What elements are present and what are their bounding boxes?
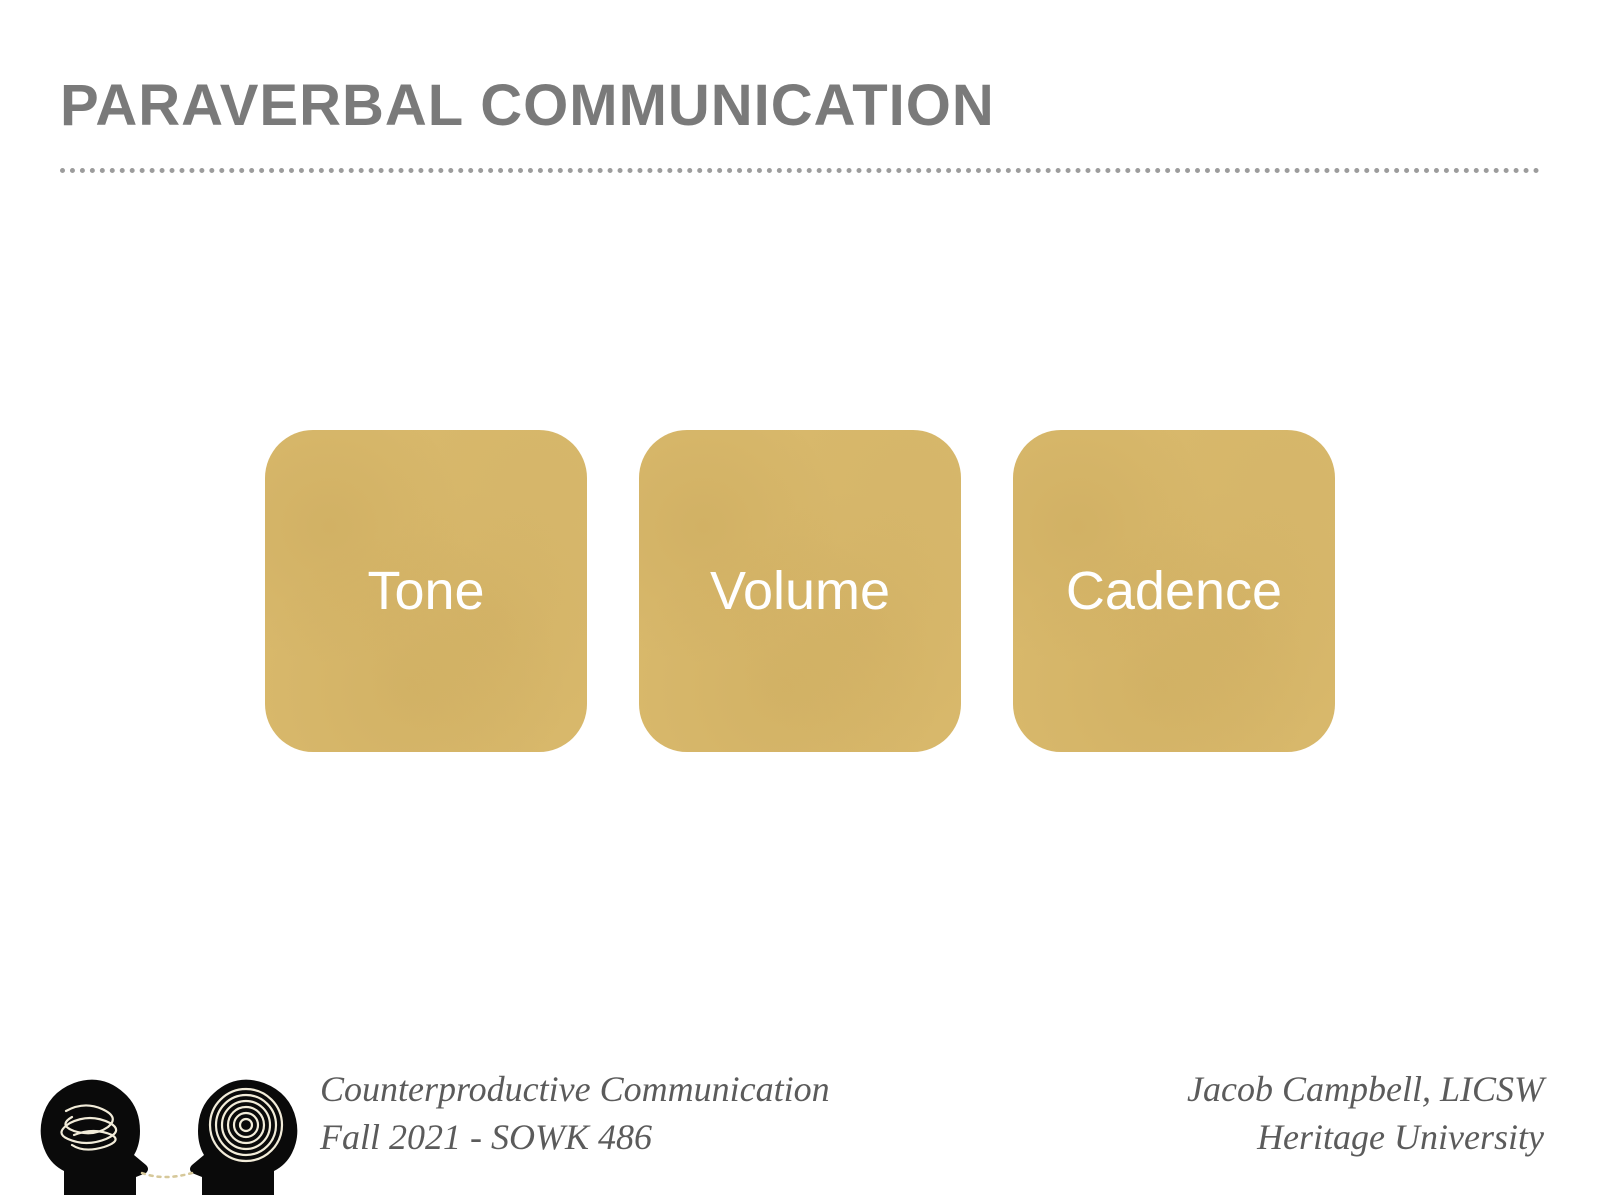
footer: Counterproductive Communication Fall 202… xyxy=(0,1050,1600,1200)
footer-subtitle: Counterproductive Communication xyxy=(320,1065,830,1114)
card-tone: Tone xyxy=(265,430,587,752)
footer-right: Jacob Campbell, LICSW Heritage Universit… xyxy=(1187,1065,1544,1162)
communication-heads-icon xyxy=(24,1053,314,1200)
card-volume: Volume xyxy=(639,430,961,752)
slide: PARAVERBAL COMMUNICATION Tone Volume Cad… xyxy=(0,0,1600,1200)
footer-author: Jacob Campbell, LICSW xyxy=(1187,1065,1544,1114)
card-label: Tone xyxy=(367,560,484,622)
card-cadence: Cadence xyxy=(1013,430,1335,752)
slide-title: PARAVERBAL COMMUNICATION xyxy=(60,72,995,139)
card-label: Cadence xyxy=(1066,560,1282,622)
footer-left: Counterproductive Communication Fall 202… xyxy=(320,1065,830,1162)
footer-term: Fall 2021 - SOWK 486 xyxy=(320,1113,830,1162)
footer-institution: Heritage University xyxy=(1187,1113,1544,1162)
card-row: Tone Volume Cadence xyxy=(0,430,1600,752)
card-label: Volume xyxy=(710,560,890,622)
divider xyxy=(60,168,1540,173)
